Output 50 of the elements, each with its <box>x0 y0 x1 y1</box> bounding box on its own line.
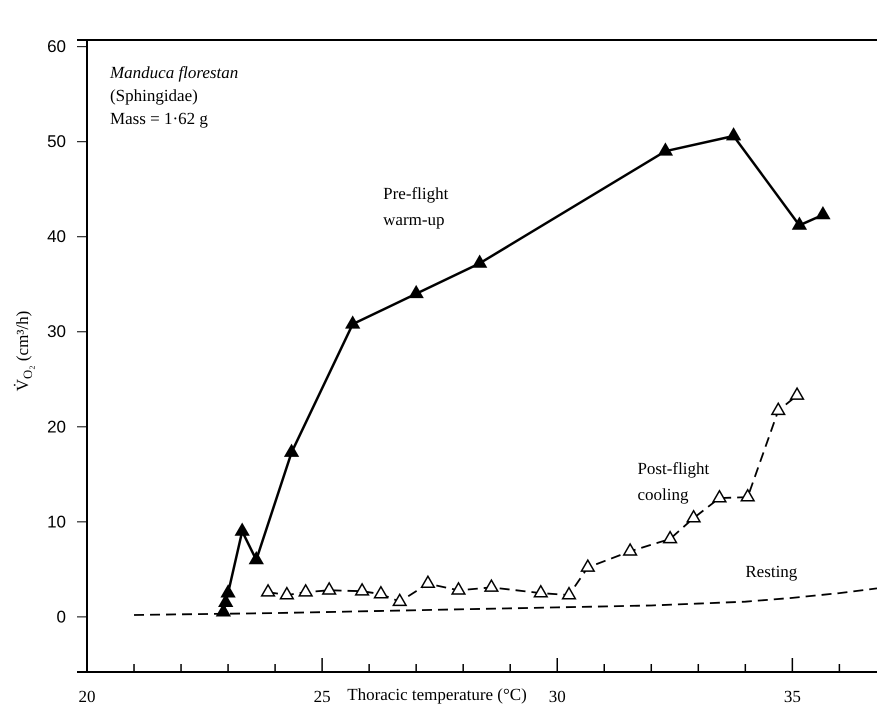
series-label: Resting <box>745 562 798 581</box>
text: Pre-flight warm-up <box>383 184 449 229</box>
point <box>409 286 424 298</box>
y-tick-label: 0 <box>56 607 66 626</box>
y-tick-label: 10 <box>47 512 66 532</box>
point <box>726 128 741 140</box>
point <box>220 585 236 598</box>
point <box>740 489 755 502</box>
annotation: Mass = 1·62 g <box>110 109 208 128</box>
point <box>249 552 264 564</box>
point <box>686 510 701 522</box>
point <box>420 576 436 588</box>
point <box>284 444 299 457</box>
point <box>580 559 595 572</box>
annotation: Manduca florestan <box>109 63 238 82</box>
point <box>451 582 466 595</box>
x-tick-label: 25 <box>314 687 331 706</box>
line-series <box>133 587 877 616</box>
y-tick-label: 50 <box>47 132 66 152</box>
point <box>235 523 250 536</box>
point <box>298 584 313 597</box>
series-label: Post-flight cooling <box>637 459 710 504</box>
y-tick-label: 20 <box>47 417 66 436</box>
point <box>662 530 678 544</box>
point <box>712 490 727 502</box>
point <box>562 586 576 600</box>
point <box>322 582 336 595</box>
point <box>816 206 830 220</box>
point <box>260 584 276 597</box>
x-tick-label: 35 <box>784 687 801 706</box>
point <box>346 316 360 329</box>
point <box>534 585 548 598</box>
x-axis-title: Thoracic temperature (°C) <box>347 685 527 704</box>
x-tick-label: 30 <box>548 687 566 706</box>
point <box>472 255 487 268</box>
point <box>658 143 672 156</box>
point <box>623 543 638 556</box>
annotation: (Sphingidae) <box>110 86 198 105</box>
y-tick-label: 40 <box>47 227 66 246</box>
point <box>354 583 370 596</box>
point <box>374 586 388 598</box>
point <box>392 594 407 606</box>
x-tick-label: 20 <box>78 687 96 706</box>
point <box>280 586 294 600</box>
point <box>790 387 804 400</box>
point <box>771 402 786 416</box>
y-tick-label: 60 <box>47 37 66 56</box>
point <box>792 217 807 230</box>
y-tick-label: 30 <box>47 322 66 342</box>
point <box>484 579 499 592</box>
